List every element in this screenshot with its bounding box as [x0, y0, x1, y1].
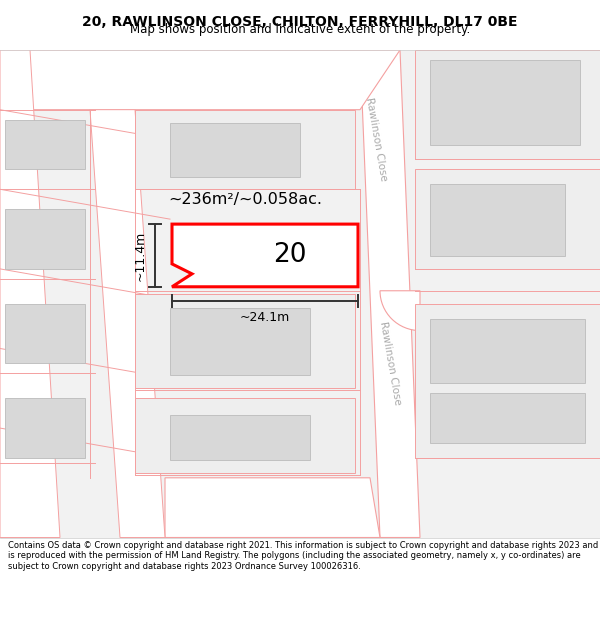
Text: Map shows position and indicative extent of the property.: Map shows position and indicative extent…	[130, 23, 470, 36]
Text: ~24.1m: ~24.1m	[240, 311, 290, 324]
Bar	[5, 398, 85, 458]
Bar	[5, 209, 85, 269]
Bar	[230, 236, 325, 274]
Text: 20, RAWLINSON CLOSE, CHILTON, FERRYHILL, DL17 0BE: 20, RAWLINSON CLOSE, CHILTON, FERRYHILL,…	[82, 15, 518, 29]
Bar	[135, 398, 355, 473]
Text: Rawlinson Close: Rawlinson Close	[364, 97, 388, 182]
Bar	[5, 304, 85, 363]
Polygon shape	[0, 50, 400, 110]
Bar	[430, 319, 585, 383]
Text: Rawlinson Close: Rawlinson Close	[378, 321, 402, 406]
Polygon shape	[165, 478, 380, 538]
Polygon shape	[360, 50, 420, 538]
Bar	[170, 122, 300, 177]
Text: ~11.4m: ~11.4m	[134, 231, 147, 281]
Bar	[430, 60, 580, 144]
Bar	[5, 119, 85, 169]
Text: 20: 20	[273, 242, 307, 268]
Bar	[170, 308, 310, 376]
Bar	[415, 50, 600, 159]
Bar	[415, 169, 600, 269]
Bar	[135, 294, 355, 388]
Polygon shape	[0, 50, 60, 538]
Bar	[430, 184, 565, 256]
Bar	[170, 415, 310, 460]
Polygon shape	[90, 110, 165, 538]
Bar	[415, 304, 600, 458]
Bar	[135, 110, 355, 189]
Wedge shape	[380, 291, 420, 331]
Text: Contains OS data © Crown copyright and database right 2021. This information is : Contains OS data © Crown copyright and d…	[8, 541, 599, 571]
Text: ~236m²/~0.058ac.: ~236m²/~0.058ac.	[168, 192, 322, 207]
Bar	[430, 393, 585, 443]
Polygon shape	[172, 224, 358, 287]
